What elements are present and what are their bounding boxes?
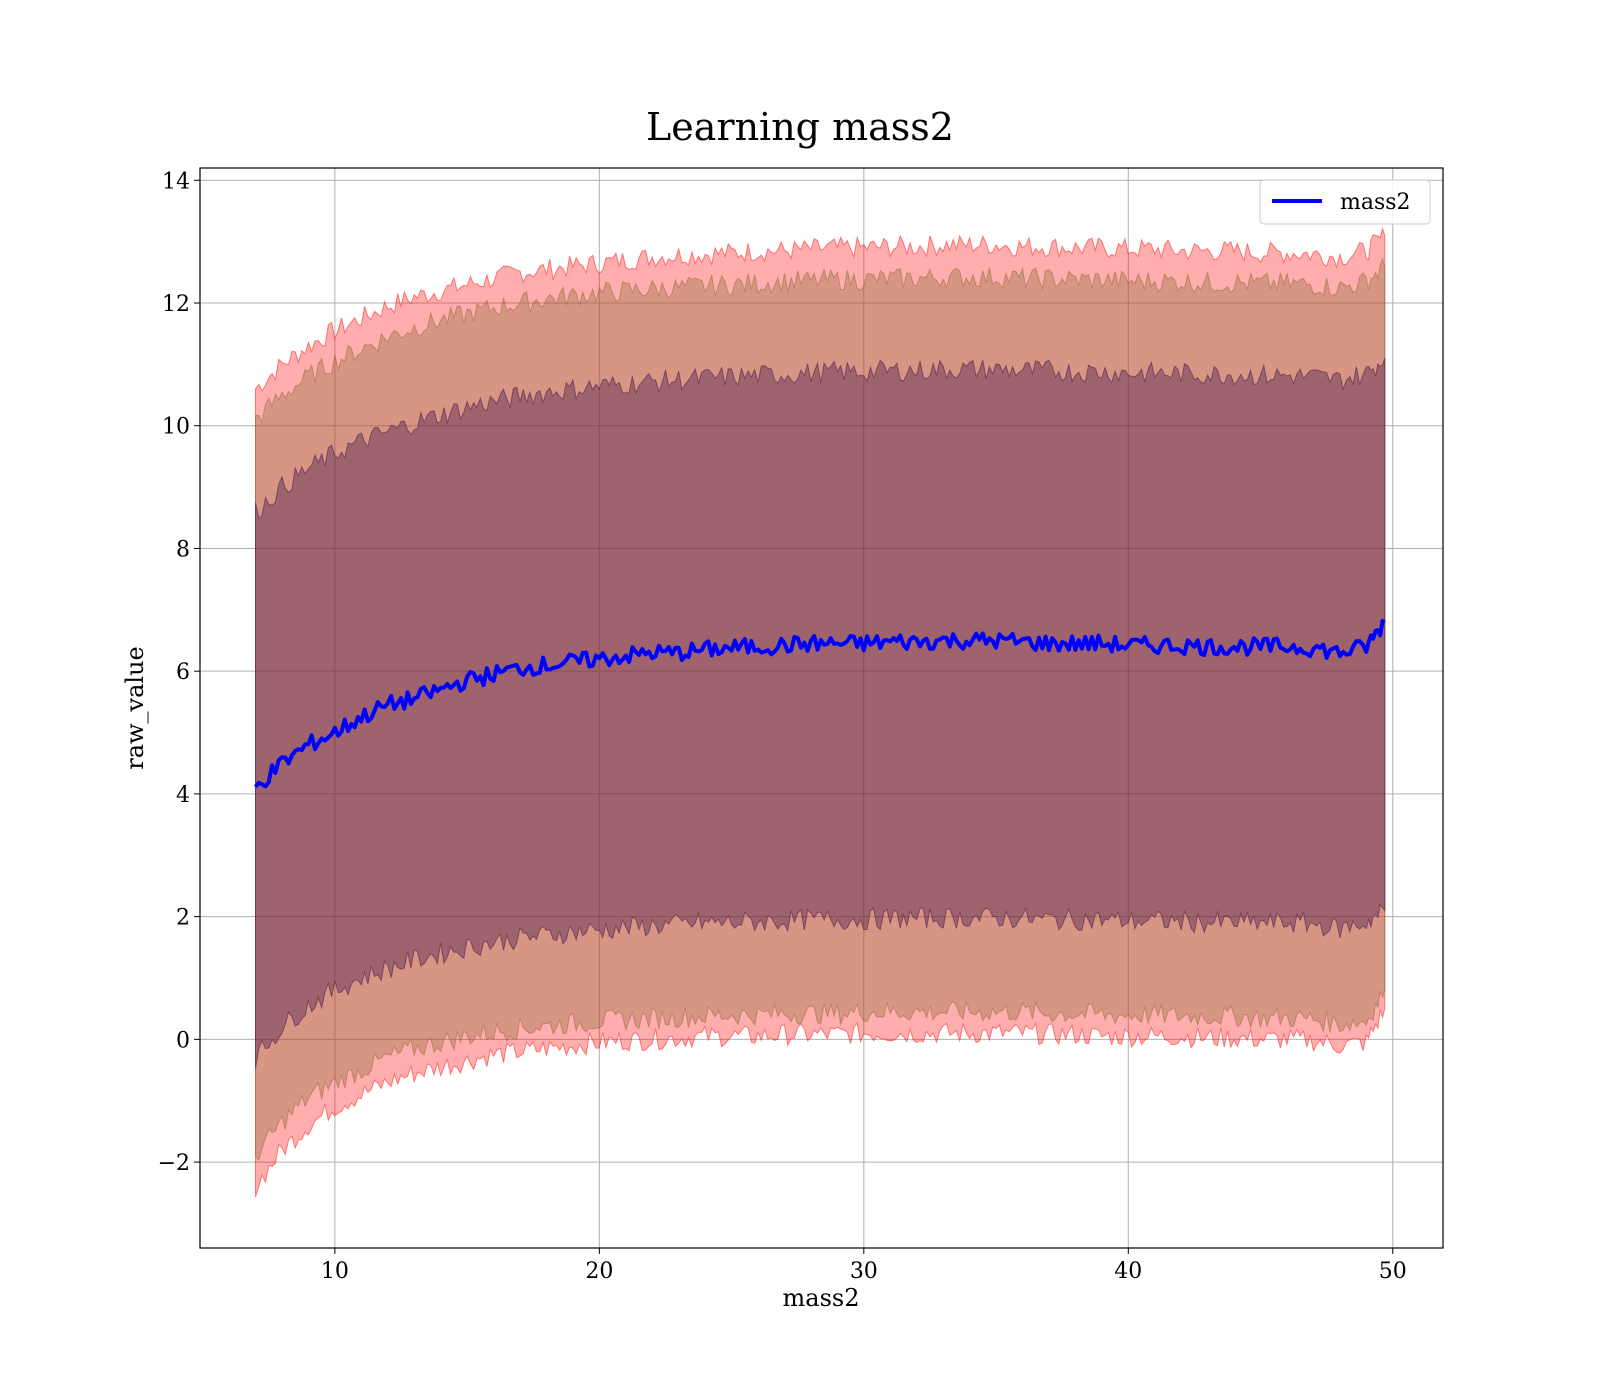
y-tick-label: 2	[176, 906, 190, 931]
y-tick-label: 4	[176, 783, 190, 808]
y-tick-label: 0	[176, 1028, 190, 1053]
x-tick-label: 20	[585, 1259, 613, 1284]
x-tick-label: 10	[321, 1259, 349, 1284]
legend-label-mass2: mass2	[1340, 190, 1411, 215]
x-axis-label: mass2	[783, 1284, 860, 1312]
x-tick-label: 50	[1379, 1259, 1407, 1284]
x-axis-ticks: 10 20 30 40 50	[321, 1248, 1407, 1284]
grid	[200, 168, 1443, 1248]
y-tick-label: 14	[162, 169, 190, 194]
plot-frame	[199, 167, 1444, 1249]
y-tick-label: 12	[162, 292, 190, 317]
band-0	[255, 226, 1386, 1198]
x-tick-label: 30	[850, 1259, 878, 1284]
y-tick-label: −2	[158, 1151, 190, 1176]
band-2	[255, 358, 1386, 1069]
legend: mass2	[1259, 179, 1431, 225]
y-axis-label: raw_value	[121, 646, 149, 770]
series-line-0	[253, 619, 1386, 789]
x-tick-label: 40	[1114, 1259, 1142, 1284]
confidence-bands	[255, 226, 1386, 1198]
y-tick-label: 8	[176, 537, 190, 562]
y-tick-label: 6	[176, 660, 190, 685]
chart-title: Learning mass2	[646, 105, 954, 149]
series-lines	[253, 619, 1386, 789]
legend-box	[1259, 179, 1431, 225]
y-axis-ticks: −2 0 2 4 6 8 10 12 14	[158, 169, 200, 1176]
y-tick-label: 10	[162, 415, 190, 440]
